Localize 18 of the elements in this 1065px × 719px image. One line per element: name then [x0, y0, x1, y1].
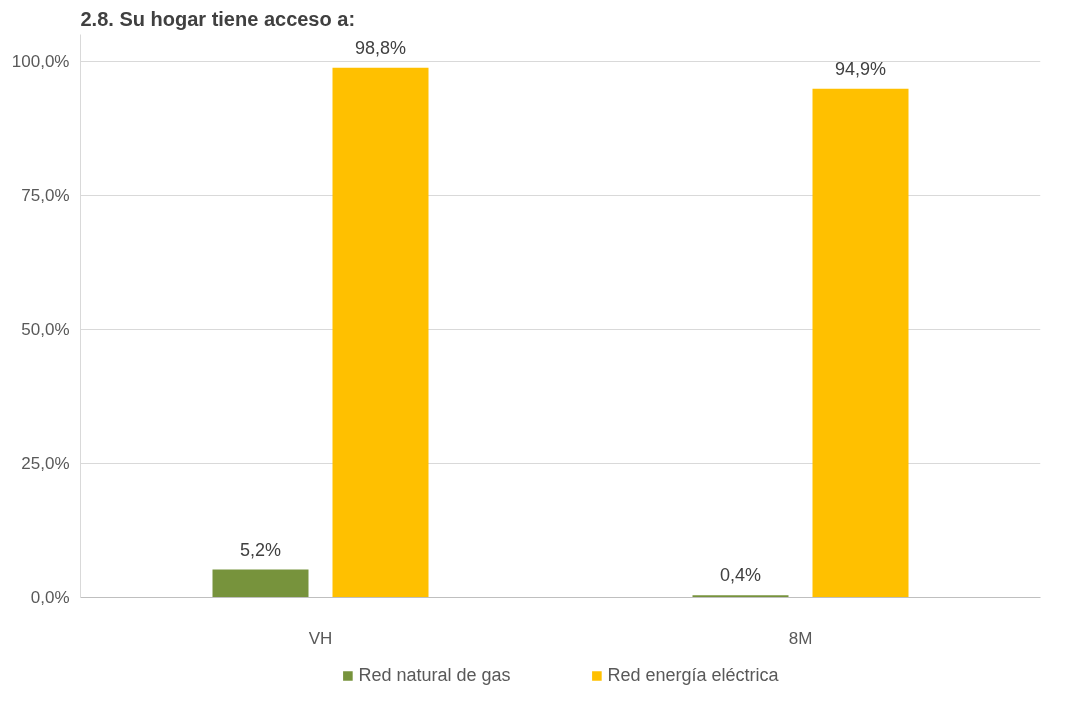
- data-label: 94,9%: [834, 58, 887, 79]
- y-tick-label: 0,0%: [30, 588, 70, 607]
- x-tick-label: VH: [308, 628, 333, 648]
- bar: [332, 67, 429, 598]
- bar: [212, 569, 309, 598]
- data-label: 0,4%: [719, 565, 762, 586]
- legend-label: Red natural de gas: [358, 664, 511, 686]
- y-tick-label: 25,0%: [21, 453, 70, 473]
- y-tick-label: 75,0%: [21, 185, 70, 205]
- data-label: 5,2%: [239, 539, 282, 560]
- y-tick-label: 50,0%: [21, 319, 70, 339]
- legend-label: Red energía eléctrica: [607, 664, 779, 686]
- bar: [692, 595, 789, 598]
- x-tick-label: 8M: [788, 628, 813, 648]
- bar: [812, 88, 909, 598]
- y-tick-label: 100,0%: [11, 51, 70, 71]
- chart-title: 2.8. Su hogar tiene acceso a:: [80, 7, 356, 30]
- data-label: 98,8%: [354, 37, 407, 58]
